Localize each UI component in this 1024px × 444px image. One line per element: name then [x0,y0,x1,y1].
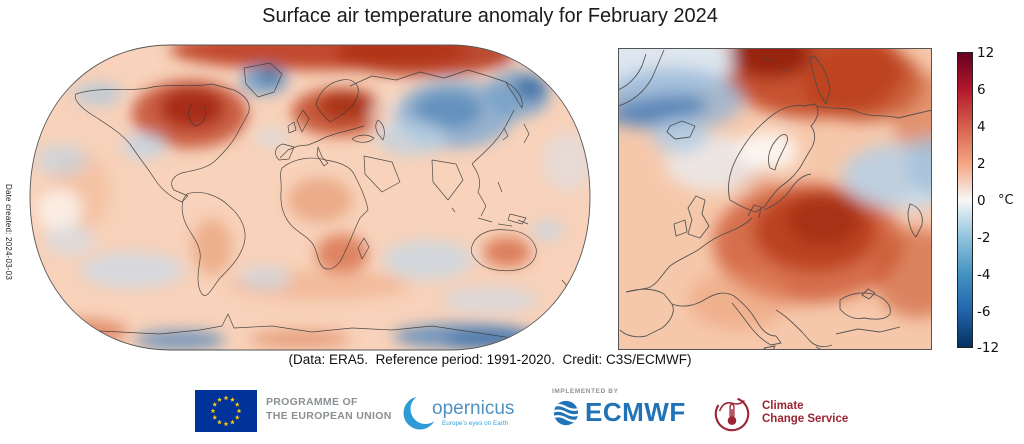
colorbar [957,52,973,348]
eu-programme-label: PROGRAMME OF THE EUROPEAN UNION [266,395,392,423]
eu-flag-logo [195,390,257,432]
world-map [29,44,591,351]
world-anomaly-field [32,45,590,350]
europe-anomaly-field [619,49,931,330]
colorbar-tick: -12 [977,340,1000,356]
figure-caption: (Data: ERA5. Reference period: 1991-2020… [288,352,692,367]
colorbar-tick: -6 [977,304,991,320]
date-created-note: Date created: 2024-03-03 [4,184,13,280]
colorbar-tick: 4 [977,119,986,135]
europe-map [618,48,932,350]
copernicus-crescent-icon [403,394,438,430]
c3s-line1: Climate [762,399,804,412]
colorbar-tick: 0 [977,193,986,209]
c3s-line2: Change Service [762,413,849,425]
copernicus-tagline: Europe's eyes on Earth [442,420,509,427]
copernicus-wordmark: opernicus [432,398,515,419]
eu-programme-line2: THE EUROPEAN UNION [266,410,392,422]
ecmwf-kicker: IMPLEMENTED BY [552,388,619,395]
eu-programme-line1: PROGRAMME OF [266,396,358,408]
colorbar-tick: 6 [977,82,986,98]
colorbar-tick: 12 [977,45,995,61]
copernicus-logo: opernicus Europe's eyes on Earth [402,389,527,437]
world-coastlines [74,62,569,339]
climate-change-service-logo: Climate Change Service [710,392,848,434]
robinson-outline-stroke [29,44,591,351]
c3s-label: Climate Change Service [762,400,848,427]
colorbar-tick: 2 [977,156,986,172]
ecmwf-logo: IMPLEMENTED BY ECMWF [552,388,686,428]
page-title: Surface air temperature anomaly for Febr… [262,5,718,27]
ecmwf-wordmark: ECMWF [585,397,686,427]
c3s-thermometer-icon [714,396,750,432]
colorbar-tick: -2 [977,230,991,246]
colorbar-tick: -4 [977,267,991,283]
colorbar-unit-label: °C [998,193,1014,208]
ecmwf-globe-icon [553,400,579,425]
europe-map-frame [618,48,932,350]
europe-coastlines [619,49,931,349]
